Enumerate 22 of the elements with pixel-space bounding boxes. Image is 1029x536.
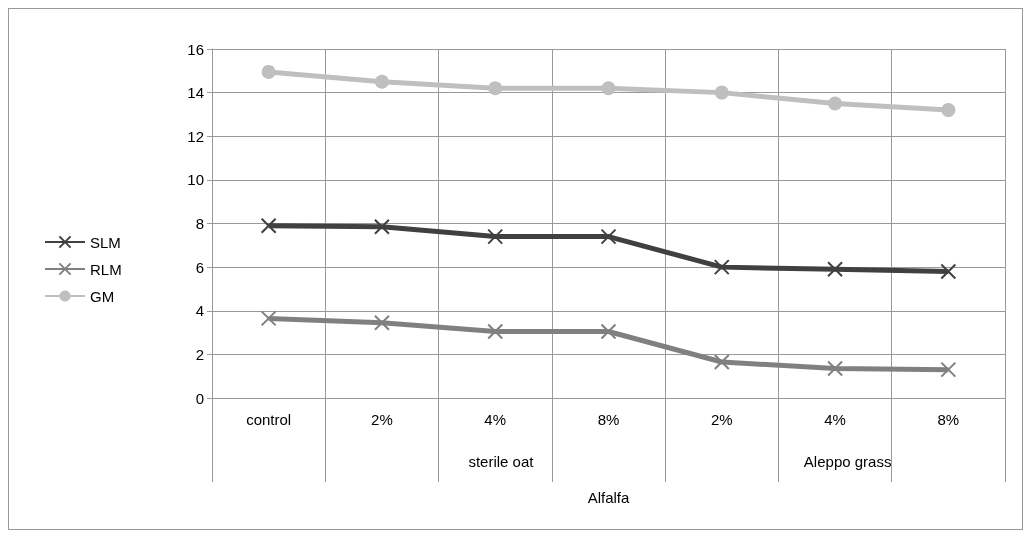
y-tick-label: 4	[195, 302, 204, 320]
y-tick-label: 2	[195, 345, 204, 363]
x-tick-label: 4%	[484, 411, 507, 428]
legend-label: RLM	[90, 260, 122, 278]
y-tick-label: 10	[187, 171, 204, 189]
y-tick-label: 16	[187, 40, 204, 58]
y-tick-label: 14	[187, 84, 204, 102]
y-tick-label: 6	[195, 258, 204, 276]
x-tick-label: 8%	[597, 411, 620, 428]
x-tick-label: 8%	[937, 411, 960, 428]
text: sterile oat	[468, 452, 535, 470]
y-tick-label: 0	[195, 389, 204, 407]
x-tick-label: 2%	[371, 411, 393, 428]
y-tick-label: 8	[195, 215, 204, 232]
x-tick-label: control	[246, 411, 292, 428]
legend-label: GM	[90, 287, 115, 305]
text: Aleppo grass	[803, 452, 892, 470]
x-axis-title: Alfalfa	[587, 489, 630, 506]
x-tick-label: 4%	[824, 411, 846, 428]
x-tick-label: 2%	[710, 411, 733, 428]
y-tick-label: 12	[187, 127, 204, 145]
legend-label: SLM	[90, 233, 121, 251]
